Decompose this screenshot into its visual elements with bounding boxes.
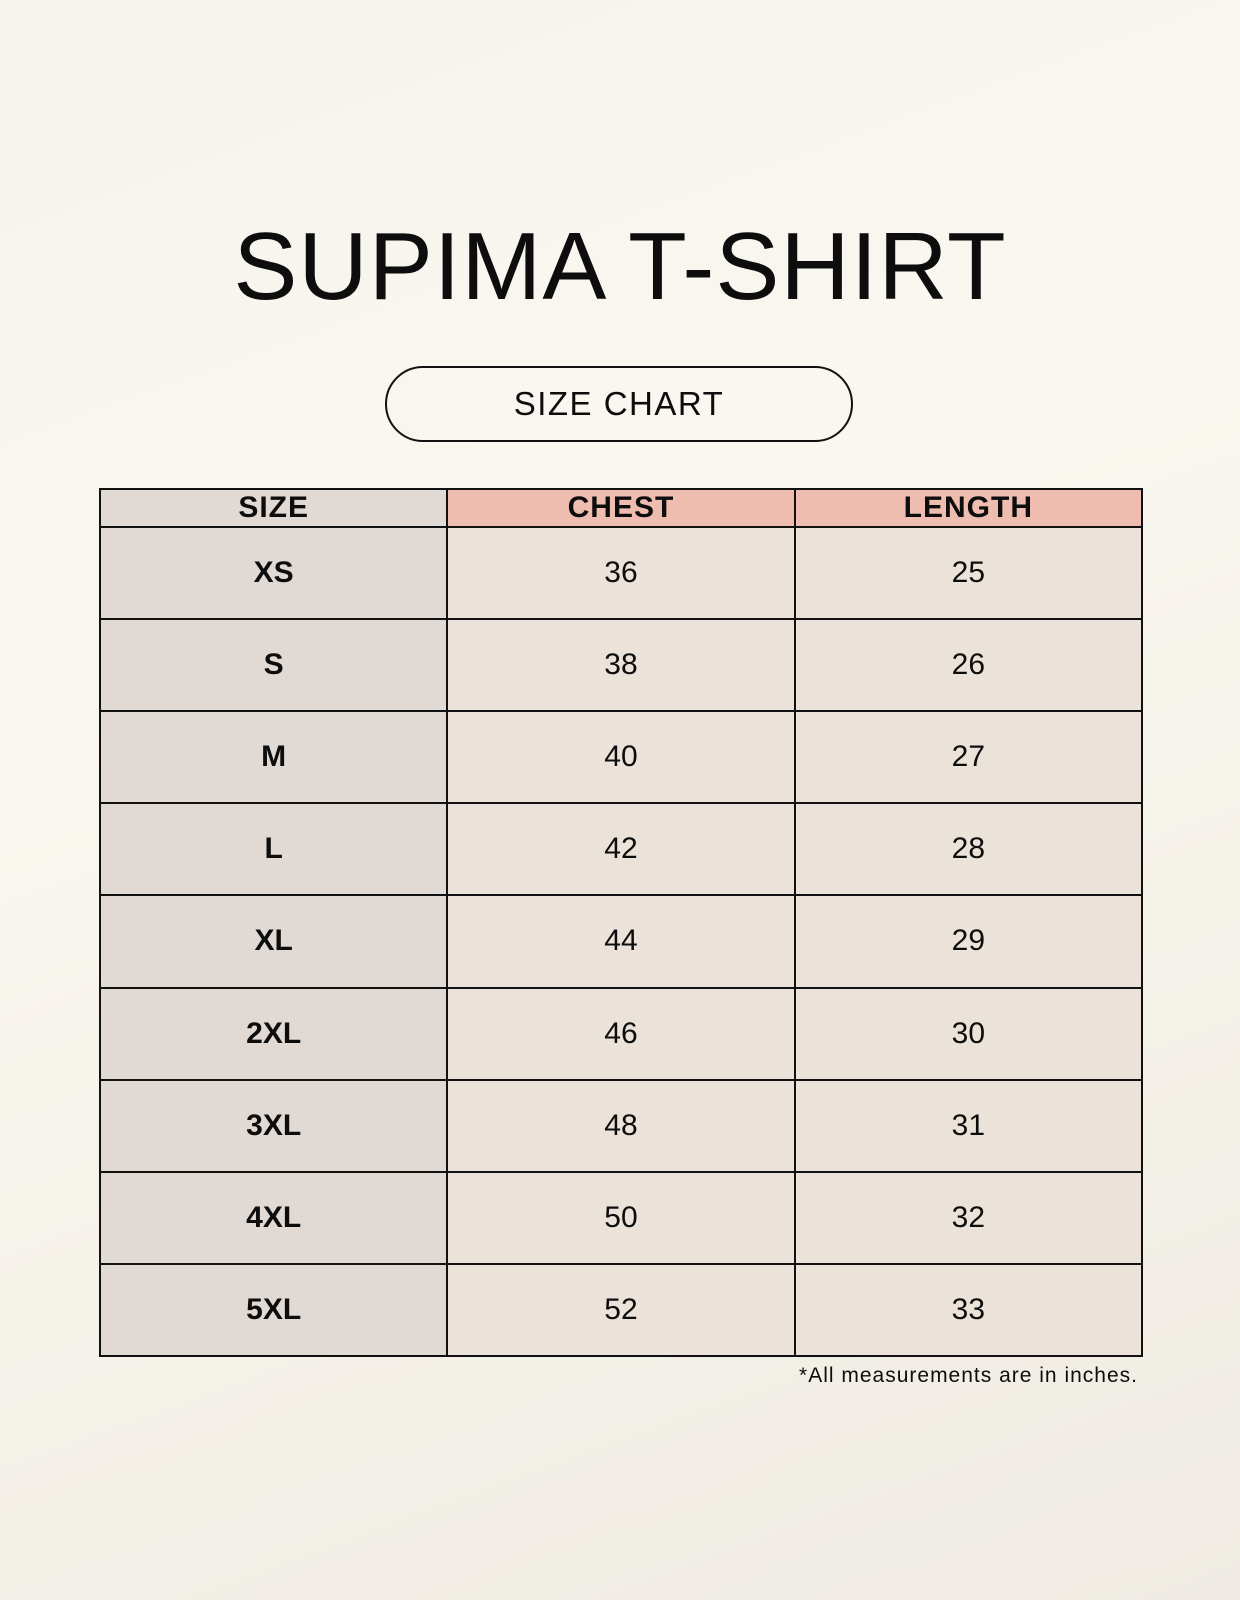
cell-chest: 46 <box>446 986 796 1081</box>
footnote: *All measurements are in inches. <box>799 1364 1138 1387</box>
cell-length: 26 <box>793 618 1144 713</box>
cell-length: 31 <box>793 1078 1144 1173</box>
cell-length: 27 <box>793 710 1144 805</box>
table-row: 3XL 48 31 <box>98 1078 1144 1173</box>
cell-size: S <box>98 618 449 713</box>
cell-size: M <box>98 710 449 805</box>
cell-size: 2XL <box>98 986 449 1081</box>
cell-size: 5XL <box>98 1262 449 1358</box>
cell-chest: 50 <box>446 1170 796 1265</box>
table-row: XL 44 29 <box>98 894 1144 989</box>
cell-chest: 38 <box>446 618 796 713</box>
table-row: M 40 27 <box>98 710 1144 805</box>
cell-length: 32 <box>793 1170 1144 1265</box>
table-row: 5XL 52 33 <box>98 1262 1144 1358</box>
cell-chest: 52 <box>446 1262 796 1358</box>
table-header-row: SIZE CHEST LENGTH <box>98 488 1144 528</box>
cell-length: 30 <box>793 986 1144 1081</box>
cell-length: 25 <box>793 525 1144 621</box>
table-row: L 42 28 <box>98 802 1144 897</box>
table-row: 2XL 46 30 <box>98 986 1144 1081</box>
cell-chest: 36 <box>446 525 796 621</box>
cell-length: 28 <box>793 802 1144 897</box>
table-row: 4XL 50 32 <box>98 1170 1144 1265</box>
cell-chest: 48 <box>446 1078 796 1173</box>
cell-size: 4XL <box>98 1170 449 1265</box>
cell-chest: 40 <box>446 710 796 805</box>
cell-length: 33 <box>793 1262 1144 1358</box>
cell-size: 3XL <box>98 1078 449 1173</box>
cell-chest: 44 <box>446 894 796 989</box>
table-row: XS 36 25 <box>98 525 1144 621</box>
header-chest: CHEST <box>446 488 796 528</box>
cell-length: 29 <box>793 894 1144 989</box>
cell-size: XS <box>98 525 449 621</box>
header-size: SIZE <box>98 488 449 528</box>
size-chart-badge: SIZE CHART <box>385 366 853 442</box>
cell-chest: 42 <box>446 802 796 897</box>
cell-size: XL <box>98 894 449 989</box>
header-length: LENGTH <box>793 488 1144 528</box>
cell-size: L <box>98 802 449 897</box>
page-title: SUPIMA T-SHIRT <box>233 213 1007 320</box>
table-row: S 38 26 <box>98 618 1144 713</box>
size-chart-table: SIZE CHEST LENGTH XS 36 25 S 38 26 M 40 27 L 42 28 X… <box>98 488 1144 1358</box>
